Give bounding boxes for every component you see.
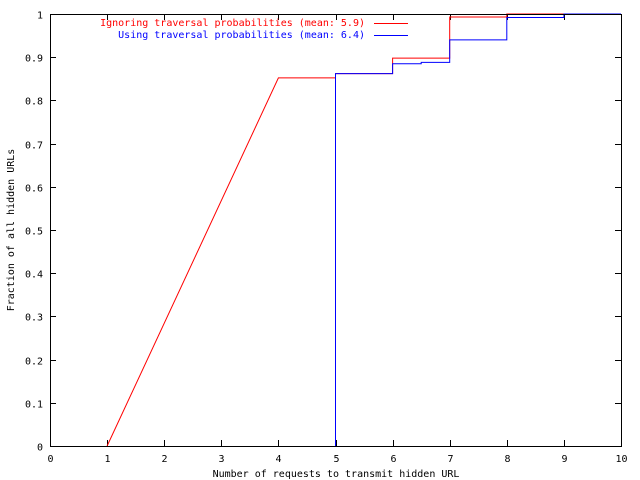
x-tick-label: 4 [275,454,281,465]
x-tick-label: 3 [218,454,224,465]
y-tick-label: 0.2 [25,357,43,368]
x-tick-label: 10 [615,454,627,465]
series-line-2 [335,13,621,446]
series-lines [106,13,621,447]
y-tick-label: 0.9 [25,54,43,65]
x-tick-label: 0 [47,454,53,465]
x-tick-label: 2 [161,454,167,465]
y-tick-label: 0.4 [25,270,43,281]
x-axis-label: Number of requests to transmit hidden UR… [213,469,460,480]
y-tick-label: 0.1 [25,400,43,411]
x-tick-label: 8 [504,454,510,465]
y-tick-label: 0.5 [25,227,43,238]
series-line-1 [106,13,621,447]
x-tick-label: 7 [447,454,453,465]
y-tick-label: 0.3 [25,313,43,324]
y-axis-label: Fraction of all hidden URLs [6,149,17,312]
x-tick-label: 5 [333,454,339,465]
plot-frame [50,14,622,447]
y-tick-label: 1 [37,11,43,22]
y-tick-label: 0.6 [25,184,43,195]
legend: Ignoring traversal probabilities (mean: … [100,18,408,41]
y-tick-label: 0 [37,443,43,454]
legend-entry-label: Using traversal probabilities (mean: 6.4… [118,30,365,41]
tick-labels: 0 1 2 3 4 5 6 7 8 9 10 0 0.1 0.2 0.3 0.4 0.5 0.6 0.7 0.8 0.9… [25,11,628,466]
y-tick-label: 0.7 [25,141,43,152]
x-tick-label: 1 [104,454,110,465]
legend-entry-label: Ignoring traversal probabilities (mean: … [100,18,365,29]
x-tick-label: 9 [561,454,567,465]
x-tick-label: 6 [390,454,396,465]
y-tick-label: 0.8 [25,97,43,108]
